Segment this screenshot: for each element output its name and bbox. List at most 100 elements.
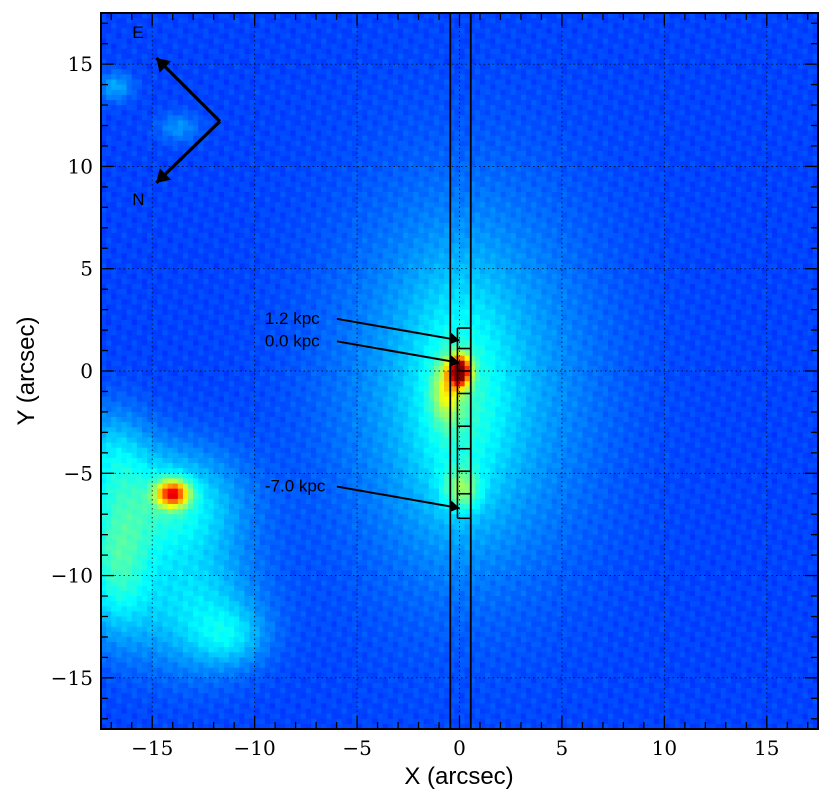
heatmap-cell <box>152 248 158 254</box>
heatmap-cell <box>162 319 169 326</box>
heatmap-cell <box>167 376 174 382</box>
heatmap-cell <box>147 105 153 111</box>
heatmap-cell <box>244 23 251 29</box>
heatmap-cell <box>177 212 184 219</box>
heatmap-cell <box>213 345 220 352</box>
heatmap-cell <box>193 38 199 45</box>
heatmap-cell <box>239 555 245 561</box>
heatmap-cell <box>106 621 112 628</box>
heatmap-cell <box>172 411 179 418</box>
heatmap-cell <box>213 222 220 229</box>
heatmap-cell <box>223 64 230 70</box>
heatmap-cell <box>131 376 138 382</box>
heatmap-cell <box>162 360 169 367</box>
heatmap-cell <box>126 232 133 239</box>
heatmap-cell <box>264 672 271 679</box>
heatmap-cell <box>106 79 112 86</box>
heatmap-cell <box>182 626 189 633</box>
heatmap-cell <box>111 570 117 577</box>
heatmap-cell <box>198 309 205 316</box>
heatmap-cell <box>229 227 235 234</box>
heatmap-cell <box>162 89 169 96</box>
heatmap-cell <box>234 161 240 168</box>
heatmap-cell <box>101 457 107 464</box>
heatmap-cell <box>198 212 205 219</box>
heatmap-cell <box>172 345 179 352</box>
heatmap-cell <box>264 708 271 715</box>
heatmap-cell <box>121 713 128 720</box>
heatmap-cell <box>101 381 107 387</box>
heatmap-cell <box>259 575 266 582</box>
heatmap-cell <box>167 555 174 561</box>
heatmap-cell <box>259 125 266 132</box>
heatmap-cell <box>172 18 179 24</box>
heatmap-cell <box>198 28 205 35</box>
heatmap-cell <box>177 217 184 224</box>
heatmap-cell <box>177 539 184 546</box>
heatmap-cell <box>275 396 281 403</box>
heatmap-cell <box>229 335 235 341</box>
heatmap-cell <box>208 38 215 45</box>
heatmap-cell <box>264 166 271 173</box>
heatmap-cell <box>188 186 194 193</box>
heatmap-cell <box>101 166 107 173</box>
heatmap-cell <box>198 688 205 694</box>
heatmap-cell <box>275 263 281 270</box>
heatmap-cell <box>141 278 148 285</box>
heatmap-cell <box>111 130 117 137</box>
heatmap-cell <box>126 222 133 229</box>
heatmap-cell <box>198 550 205 556</box>
heatmap-cell <box>264 616 271 623</box>
heatmap-cell <box>126 135 133 142</box>
heatmap-cell <box>270 232 276 239</box>
heatmap-cell <box>259 626 266 633</box>
heatmap-cell <box>229 145 235 152</box>
heatmap-cell <box>244 672 251 679</box>
heatmap-cell <box>203 463 210 469</box>
heatmap-cell <box>198 335 205 341</box>
heatmap-cell <box>147 232 153 239</box>
heatmap-cell <box>147 606 153 612</box>
heatmap-cell <box>234 642 240 648</box>
heatmap-cell <box>223 309 230 316</box>
heatmap-cell <box>147 452 153 459</box>
heatmap-cell <box>208 74 215 81</box>
heatmap-cell <box>106 667 112 674</box>
heatmap-cell <box>136 652 143 658</box>
heatmap-cell <box>157 125 164 132</box>
heatmap-cell <box>101 145 107 152</box>
heatmap-cell <box>121 309 128 316</box>
heatmap-cell <box>275 580 281 587</box>
heatmap-cell <box>147 401 153 408</box>
heatmap-cell <box>157 509 164 515</box>
heatmap-cell <box>188 519 194 526</box>
heatmap-cell <box>106 304 112 311</box>
heatmap-cell <box>229 64 235 70</box>
heatmap-cell <box>177 319 184 326</box>
heatmap-cell <box>203 48 210 55</box>
heatmap-cell <box>254 478 261 485</box>
heatmap-cell <box>198 411 205 418</box>
heatmap-cell <box>162 442 169 449</box>
heatmap-cell <box>126 386 133 393</box>
heatmap-cell <box>116 319 123 326</box>
heatmap-cell <box>264 263 271 270</box>
heatmap-cell <box>218 238 225 244</box>
heatmap-cell <box>280 222 286 229</box>
heatmap-cell <box>218 657 225 664</box>
heatmap-cell <box>126 289 133 295</box>
heatmap-cell <box>213 161 220 168</box>
heatmap-cell <box>131 544 138 551</box>
heatmap-cell <box>162 309 169 316</box>
heatmap-cell <box>116 713 123 720</box>
heatmap-cell <box>198 509 205 515</box>
heatmap-cell <box>229 417 235 423</box>
heatmap-cell <box>101 555 107 561</box>
heatmap-cell <box>131 447 138 454</box>
heatmap-cell <box>264 631 271 638</box>
heatmap-cell <box>244 64 251 70</box>
heatmap-cell <box>121 13 128 19</box>
heatmap-cell <box>106 99 112 106</box>
heatmap-cell <box>162 575 169 582</box>
heatmap-cell <box>208 642 215 648</box>
